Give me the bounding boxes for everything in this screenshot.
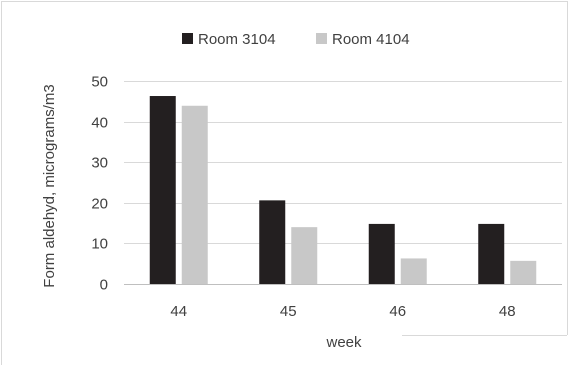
bar xyxy=(149,96,176,284)
bar xyxy=(400,258,427,284)
y-tick-label: 20 xyxy=(91,196,108,213)
y-tick-label: 0 xyxy=(100,277,108,294)
y-tick-label: 30 xyxy=(91,155,108,172)
x-tick-label: 48 xyxy=(499,303,516,320)
y-axis-title: Form aldehyd, micrograms/m3 xyxy=(41,84,58,287)
legend-swatch xyxy=(316,33,327,44)
bar xyxy=(478,223,505,284)
x-axis-title: week xyxy=(325,334,362,351)
legend-label: Room 3104 xyxy=(198,31,276,48)
x-tick-label: 46 xyxy=(389,303,406,320)
legend-label: Room 4104 xyxy=(332,31,410,48)
y-tick-label: 40 xyxy=(91,115,108,132)
legend-swatch xyxy=(182,33,193,44)
bar xyxy=(259,200,286,284)
bars xyxy=(149,96,537,285)
bar xyxy=(291,227,318,284)
y-tick-label: 10 xyxy=(91,236,108,253)
y-axis-ticks: 0 10 20 30 40 50 xyxy=(91,74,108,294)
x-axis-ticks: 44 45 46 48 xyxy=(170,303,515,320)
x-tick-label: 44 xyxy=(170,303,187,320)
legend: Room 3104 Room 4104 xyxy=(182,31,410,48)
x-tick-label: 45 xyxy=(280,303,297,320)
bar xyxy=(368,223,395,284)
bar xyxy=(181,105,208,285)
bar xyxy=(510,260,537,284)
y-tick-label: 50 xyxy=(91,74,108,91)
